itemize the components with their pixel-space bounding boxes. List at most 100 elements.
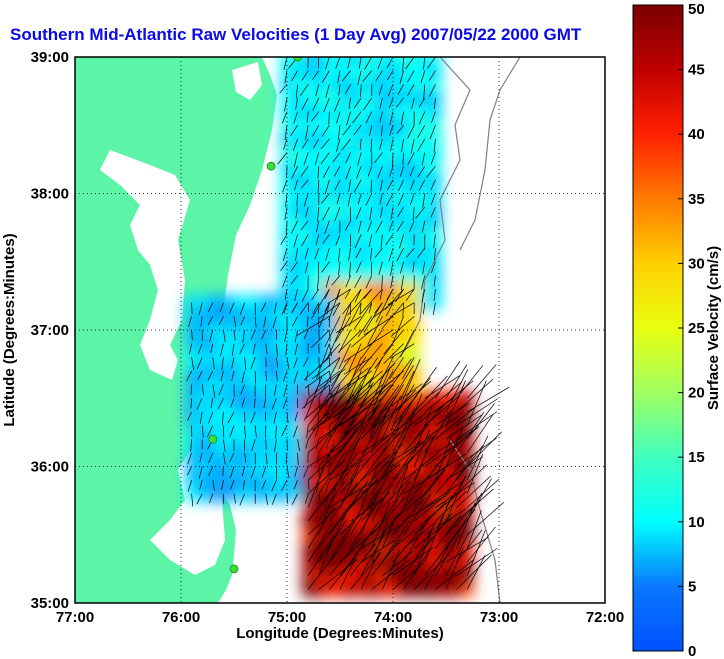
velocity-vector (421, 152, 426, 166)
velocity-cell (429, 172, 442, 188)
velocity-vector (359, 343, 383, 372)
velocity-vector (435, 482, 475, 508)
velocity-vector (424, 508, 467, 536)
station-marker (293, 57, 302, 62)
velocity-vector (271, 398, 277, 410)
velocity-cell (397, 581, 410, 598)
velocity-vector (456, 464, 488, 495)
velocity-vector (424, 395, 460, 426)
velocity-vector (435, 490, 467, 522)
velocity-cell (439, 472, 453, 488)
velocity-vector (392, 456, 413, 494)
velocity-cell (376, 172, 389, 188)
velocity-vector (190, 398, 192, 409)
velocity-vector (250, 357, 256, 370)
velocity-cell (217, 308, 230, 325)
velocity-cell (323, 57, 336, 65)
velocity-cell (270, 485, 283, 502)
velocity-cell (376, 117, 389, 134)
velocity-vector (427, 57, 436, 69)
velocity-vector (368, 234, 373, 248)
velocity-vector (424, 453, 467, 481)
velocity-vector (312, 302, 320, 315)
velocity-cell (259, 445, 273, 461)
velocity-vector (382, 549, 401, 590)
velocity-vector (308, 442, 348, 467)
velocity-vector (210, 343, 214, 353)
colorbar-tick-label: 25 (688, 320, 705, 337)
x-tick-label: 77:00 (56, 609, 94, 626)
velocity-vector (253, 398, 256, 409)
velocity-vector (239, 343, 245, 354)
velocity-vector (191, 493, 194, 507)
velocity-vector (389, 302, 415, 318)
velocity-vector (367, 316, 383, 345)
velocity-vector (445, 499, 481, 535)
velocity-vector (242, 480, 245, 490)
velocity-cell (397, 485, 410, 502)
velocity-vector (321, 261, 330, 273)
velocity-vector (371, 384, 400, 426)
velocity-cell (333, 57, 347, 65)
velocity-vector (435, 533, 461, 576)
velocity-vector (272, 316, 277, 329)
velocity-cell (376, 308, 389, 325)
velocity-vector (191, 329, 193, 341)
velocity-vector (282, 275, 288, 288)
velocity-vector (291, 493, 298, 505)
radar-stations (208, 57, 302, 574)
velocity-vector (413, 375, 448, 413)
velocity-vector (423, 84, 426, 100)
velocity-vector (339, 356, 367, 399)
velocity-vector (372, 302, 394, 318)
velocity-vector (297, 439, 300, 452)
velocity-vector (339, 481, 368, 522)
velocity-vector (423, 57, 426, 70)
velocity-vector (261, 329, 267, 340)
velocity-vector (434, 97, 436, 109)
velocity-vector (329, 384, 331, 395)
velocity-cell (418, 581, 432, 598)
velocity-vector (422, 261, 426, 275)
velocity-vector (312, 411, 341, 431)
velocity-cell (376, 131, 389, 147)
velocity-vector (435, 361, 461, 399)
velocity-vector (314, 152, 320, 166)
velocity-vector (320, 138, 330, 150)
velocity-vector (466, 414, 494, 454)
velocity-cell (270, 431, 283, 448)
velocity-vector (339, 398, 382, 426)
velocity-cell (323, 172, 336, 188)
velocity-vector (329, 370, 351, 396)
velocity-vector (187, 411, 192, 421)
velocity-vector (360, 454, 391, 481)
velocity-cell (407, 581, 421, 598)
velocity-cell (376, 363, 389, 379)
velocity-vector (382, 471, 417, 508)
velocity-cell (344, 458, 357, 475)
velocity-vector (360, 380, 382, 426)
velocity-vector (364, 57, 373, 70)
velocity-vector (382, 395, 401, 440)
velocity-vector (307, 384, 310, 397)
x-axis-label: Longitude (Degrees:Minutes) (236, 625, 444, 642)
y-axis-ticks: 35:00 36:00 37:00 38:00 39:00 (31, 49, 69, 612)
velocity-vector (347, 357, 362, 391)
velocity-cell (407, 57, 421, 65)
velocity-vector (403, 423, 430, 454)
velocity-vector (281, 111, 288, 124)
velocity-cell (376, 57, 389, 65)
velocity-vector (276, 343, 278, 357)
velocity-vector (230, 398, 235, 408)
velocity-vector (421, 275, 426, 290)
velocity-vector (304, 370, 330, 389)
velocity-vector (285, 452, 288, 464)
velocity-vector (329, 558, 356, 590)
velocity-vector (350, 435, 390, 467)
velocity-vector (342, 288, 362, 315)
velocity-vector (229, 302, 235, 314)
velocity-vector (350, 492, 377, 535)
velocity-vector (353, 125, 362, 136)
velocity-vector (301, 138, 309, 149)
velocity-vector (403, 453, 438, 481)
